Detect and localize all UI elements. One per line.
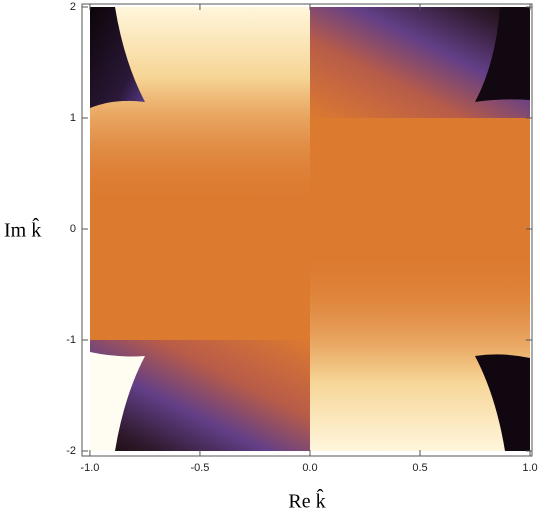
x-tick-label: 0.0 [302, 462, 317, 474]
density-field [90, 7, 530, 451]
x-tick-label: 1.0 [522, 462, 537, 474]
plot-frame [81, 3, 533, 457]
x-tick-label: -0.5 [190, 462, 209, 474]
x-tick-label: -1.0 [80, 462, 99, 474]
y-tick-label: -2 [66, 445, 76, 457]
field-region [90, 7, 310, 207]
field-region [310, 251, 530, 451]
field-region [90, 352, 145, 451]
x-tick-label: 0.5 [412, 462, 427, 474]
y-tick-label: 2 [70, 1, 76, 13]
y-axis-label: Im k̂ [4, 217, 41, 242]
field-region [475, 354, 530, 451]
field-region [90, 7, 145, 108]
y-tick-label: -1 [66, 334, 76, 346]
field-region [475, 7, 530, 102]
y-tick-label: 0 [70, 223, 76, 235]
y-tick-label: 1 [70, 112, 76, 124]
x-axis-label: Re k̂ [288, 488, 325, 513]
